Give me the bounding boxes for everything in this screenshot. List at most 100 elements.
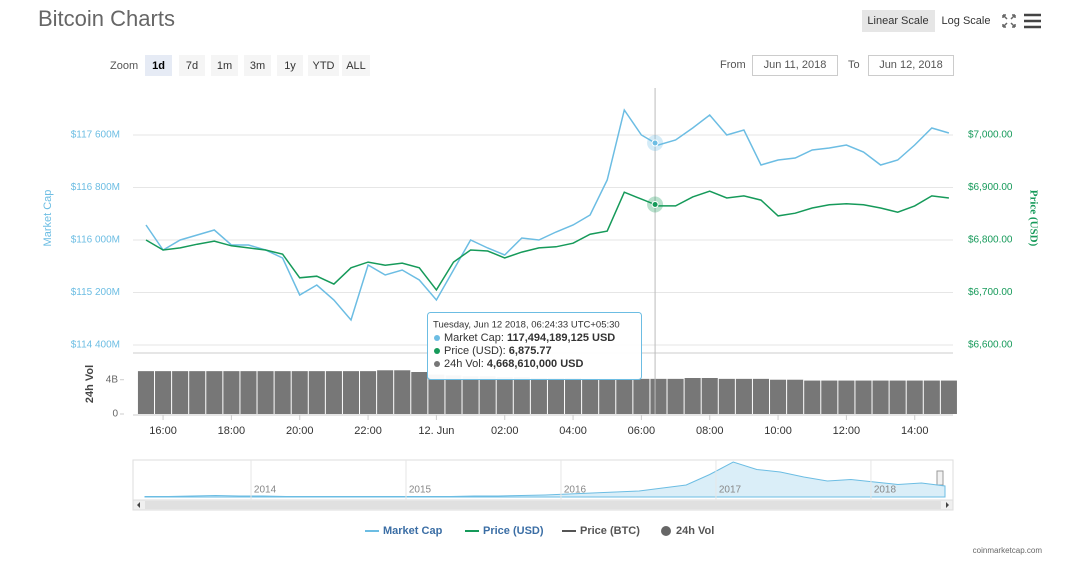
y2-tick-label: $6,900.00 xyxy=(968,182,1013,193)
tooltip-item-value: 6,875.77 xyxy=(509,345,552,357)
zoom-button-label[interactable]: YTD xyxy=(313,60,335,72)
fullscreen-icon[interactable] xyxy=(1002,14,1016,28)
volume-bar xyxy=(342,371,360,414)
from-label: From xyxy=(720,59,746,71)
navigator-label: 2014 xyxy=(254,485,277,496)
from-value[interactable]: Jun 11, 2018 xyxy=(764,59,827,71)
to-value[interactable]: Jun 12, 2018 xyxy=(879,59,943,71)
volume-bar xyxy=(462,376,479,414)
credit: coinmarketcap.com xyxy=(973,546,1043,555)
tooltip-item-value: 4,668,610,000 USD xyxy=(487,358,584,370)
volume-bar xyxy=(411,372,428,414)
volume-tick-label: 0 xyxy=(112,409,118,420)
volume-bar xyxy=(650,378,667,414)
volume-bar xyxy=(291,371,308,414)
zoom-button-label[interactable]: 1d xyxy=(152,60,165,72)
tooltip-bullet xyxy=(434,361,440,367)
y-tick-label: $116 800M xyxy=(71,182,120,193)
x-tick-label: 16:00 xyxy=(149,425,177,437)
volume-bar xyxy=(172,371,189,414)
volume-bar xyxy=(735,378,752,414)
zoom-button[interactable] xyxy=(308,55,339,76)
tooltip-box xyxy=(427,312,642,380)
volume-bar xyxy=(582,378,599,414)
volume-bar xyxy=(479,376,496,414)
zoom-button[interactable] xyxy=(244,55,271,76)
volume-bar xyxy=(855,380,872,414)
zoom-button[interactable] xyxy=(342,55,370,76)
zoom-button-label[interactable]: 1y xyxy=(284,60,296,72)
zoom-button[interactable] xyxy=(179,55,205,76)
x-tick-label: 18:00 xyxy=(218,425,246,437)
y-tick-label: $115 200M xyxy=(71,287,120,298)
legend-label[interactable]: Price (USD) xyxy=(483,525,544,537)
volume-bar xyxy=(257,371,274,414)
tooltip-item-label: Price (USD): xyxy=(444,345,509,357)
legend-label[interactable]: Market Cap xyxy=(383,525,443,537)
tooltip-bullet xyxy=(434,348,440,354)
volume-bar xyxy=(530,378,547,414)
menu-icon[interactable] xyxy=(1024,13,1041,29)
volume-bar xyxy=(940,380,957,414)
volume-bar xyxy=(137,371,155,414)
zoom-button-label[interactable]: 7d xyxy=(186,60,198,72)
linear-scale-label[interactable]: Linear Scale xyxy=(867,15,928,27)
to-label: To xyxy=(848,59,860,71)
volume-bar xyxy=(189,371,206,414)
zoom-button-label[interactable]: ALL xyxy=(346,60,366,72)
zoom-button-label[interactable]: 1m xyxy=(217,60,232,72)
tooltip-item: Market Cap: 117,494,189,125 USD xyxy=(444,332,615,344)
volume-bar xyxy=(923,380,940,414)
volume-bar xyxy=(684,378,701,414)
tooltip-item-label: Market Cap: xyxy=(444,332,507,344)
volume-bar xyxy=(616,378,633,414)
tooltip-title: Tuesday, Jun 12 2018, 06:24:33 UTC+05:30 xyxy=(433,320,620,331)
volume-bar xyxy=(872,380,889,414)
volume-bar xyxy=(445,375,462,414)
y2-tick-label: $6,600.00 xyxy=(968,340,1013,351)
legend-symbol[interactable] xyxy=(661,526,671,536)
linear-scale-button[interactable] xyxy=(862,10,935,32)
volume-bar xyxy=(889,380,906,414)
y-tick-label: $114 400M xyxy=(71,340,120,351)
log-scale-label[interactable]: Log Scale xyxy=(942,15,991,27)
volume-bar xyxy=(428,374,445,414)
tooltip-item-label: 24h Vol: xyxy=(444,358,487,370)
navigator-label: 2015 xyxy=(409,485,432,496)
navigator-handle[interactable] xyxy=(936,470,944,486)
volume-bar xyxy=(360,371,377,414)
to-input[interactable] xyxy=(868,55,954,76)
page-title: Bitcoin Charts xyxy=(38,6,175,31)
tooltip-item-value: 117,494,189,125 USD xyxy=(507,332,615,344)
legend-label[interactable]: 24h Vol xyxy=(676,525,714,537)
x-tick-label: 02:00 xyxy=(491,425,519,437)
x-tick-label: 04:00 xyxy=(559,425,587,437)
hover-point xyxy=(651,139,659,147)
legend-label[interactable]: Price (BTC) xyxy=(580,525,640,537)
y2-tick-label: $6,700.00 xyxy=(968,287,1013,298)
tooltip-bullet xyxy=(434,335,440,341)
hover-point xyxy=(651,201,659,209)
scrollbar-thumb[interactable] xyxy=(145,501,941,509)
volume-bar xyxy=(599,378,616,414)
zoom-button-label[interactable]: 3m xyxy=(250,60,265,72)
volume-bar xyxy=(377,370,394,414)
volume-bar xyxy=(513,377,530,414)
volume-bar xyxy=(804,380,821,414)
x-tick-label: 10:00 xyxy=(764,425,792,437)
volume-axis-title: 24h Vol xyxy=(84,365,96,403)
x-tick-label: 22:00 xyxy=(354,425,382,437)
volume-bar xyxy=(718,378,735,414)
volume-bar xyxy=(274,371,291,414)
volume-bar xyxy=(701,378,718,414)
series-line xyxy=(145,190,949,292)
x-tick-label: 12:00 xyxy=(833,425,861,437)
series-line xyxy=(145,108,950,322)
zoom-button[interactable] xyxy=(277,55,303,76)
volume-bar xyxy=(394,370,411,414)
y2-axis-title: Price (USD) xyxy=(1027,190,1039,247)
zoom-button[interactable] xyxy=(211,55,238,76)
volume-bar xyxy=(906,380,923,414)
zoom-button[interactable] xyxy=(145,55,172,76)
from-input[interactable] xyxy=(752,55,838,76)
